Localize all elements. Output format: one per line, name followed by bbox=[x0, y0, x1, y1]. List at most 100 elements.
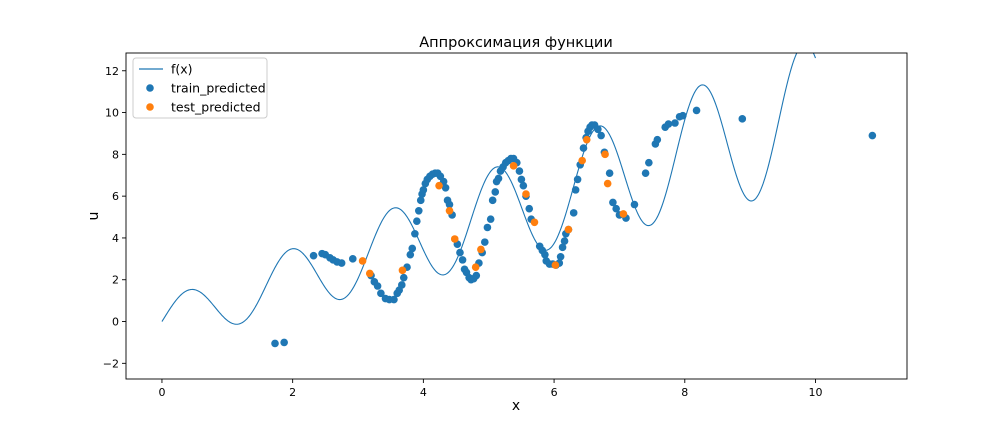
function-line bbox=[161, 53, 817, 325]
train-point bbox=[605, 169, 614, 177]
train-point bbox=[609, 198, 617, 207]
y-tick-label: 2 bbox=[112, 274, 119, 287]
test-point bbox=[365, 269, 374, 278]
train-point bbox=[483, 223, 492, 232]
train-point bbox=[671, 119, 679, 127]
train-point bbox=[573, 175, 582, 184]
legend: f(x) train_predicted test_predicted bbox=[132, 57, 268, 119]
train-point bbox=[612, 204, 620, 213]
y-tick-label: 8 bbox=[112, 148, 119, 161]
test-point bbox=[530, 218, 539, 227]
train-point bbox=[630, 200, 639, 209]
x-tick-label: 2 bbox=[289, 386, 296, 399]
test-point bbox=[477, 245, 485, 254]
train-point bbox=[271, 339, 279, 348]
train-point bbox=[337, 259, 346, 267]
chart-title: Аппроксимация функции bbox=[419, 35, 613, 51]
y-axis-label: u bbox=[86, 212, 102, 221]
train-point bbox=[419, 186, 428, 194]
train-point bbox=[441, 183, 450, 192]
y-tick-label: 10 bbox=[105, 107, 119, 120]
train-points bbox=[271, 106, 877, 348]
train-point bbox=[416, 196, 425, 205]
train-point bbox=[408, 244, 417, 253]
train-point bbox=[579, 144, 588, 152]
test-point bbox=[619, 210, 628, 218]
train-point bbox=[571, 186, 580, 194]
y-tick-label: −2 bbox=[103, 357, 119, 370]
test-point bbox=[398, 266, 407, 275]
y-tick-label: 0 bbox=[112, 316, 119, 329]
test-point bbox=[445, 206, 454, 215]
test-point bbox=[601, 150, 609, 159]
train-point bbox=[399, 273, 408, 282]
legend-label-fx: f(x) bbox=[171, 62, 193, 77]
train-point bbox=[377, 289, 385, 298]
y-tick-label: 4 bbox=[112, 232, 119, 245]
train-point bbox=[519, 181, 528, 190]
train-point bbox=[515, 167, 524, 175]
train-point bbox=[406, 250, 415, 259]
train-point bbox=[653, 135, 662, 144]
test-point bbox=[435, 181, 443, 190]
train-point bbox=[517, 175, 526, 184]
train-point bbox=[560, 237, 569, 245]
train-point bbox=[373, 282, 382, 290]
train-point bbox=[664, 120, 673, 128]
x-tick-label: 0 bbox=[158, 386, 165, 399]
train-point bbox=[594, 125, 602, 134]
train-point bbox=[692, 106, 701, 115]
test-point bbox=[564, 225, 573, 234]
train-point bbox=[738, 115, 747, 123]
train-point bbox=[411, 229, 419, 238]
legend-box bbox=[132, 57, 268, 119]
train-point bbox=[413, 217, 421, 226]
train-point bbox=[488, 196, 497, 205]
legend-label-train: train_predicted bbox=[171, 81, 266, 96]
train-point bbox=[445, 200, 454, 209]
test-point bbox=[551, 261, 560, 269]
x-tick-label: 6 bbox=[551, 386, 558, 399]
train-point bbox=[458, 256, 467, 264]
plot-area bbox=[125, 52, 908, 380]
axes-frame bbox=[125, 52, 908, 380]
x-tick-label: 10 bbox=[809, 386, 823, 399]
legend-train-marker bbox=[146, 84, 154, 92]
train-point bbox=[597, 131, 605, 140]
train-point bbox=[348, 255, 357, 263]
train-point bbox=[556, 252, 565, 261]
x-tick-label: 8 bbox=[681, 386, 688, 399]
test-point bbox=[578, 156, 586, 165]
x-axis-label: x bbox=[512, 398, 520, 414]
train-point bbox=[481, 238, 489, 246]
train-point bbox=[558, 243, 567, 252]
train-point bbox=[641, 169, 650, 177]
train-point bbox=[569, 209, 578, 217]
test-point bbox=[509, 162, 518, 170]
test-point bbox=[603, 179, 612, 188]
y-tick-label: 12 bbox=[105, 65, 119, 78]
train-point bbox=[645, 158, 653, 167]
train-point bbox=[868, 131, 877, 140]
train-point bbox=[390, 295, 398, 304]
legend-test-marker bbox=[146, 103, 154, 111]
legend-label-test: test_predicted bbox=[171, 100, 261, 115]
test-points bbox=[358, 135, 628, 278]
train-point bbox=[491, 188, 500, 196]
train-point bbox=[309, 251, 318, 260]
train-point bbox=[494, 174, 503, 183]
train-point bbox=[525, 204, 534, 213]
test-point bbox=[522, 190, 530, 198]
y-axis-ticks: −2 0 2 4 6 8 10 12 bbox=[103, 65, 126, 370]
train-point bbox=[541, 250, 549, 259]
train-point bbox=[398, 281, 406, 289]
test-point bbox=[471, 263, 480, 272]
x-tick-label: 4 bbox=[420, 386, 427, 399]
x-axis-ticks: 0 2 4 6 8 10 bbox=[158, 379, 823, 399]
test-point bbox=[582, 135, 591, 144]
test-point bbox=[450, 235, 459, 243]
test-point bbox=[358, 257, 367, 265]
train-point bbox=[486, 215, 495, 223]
train-point bbox=[472, 271, 481, 280]
